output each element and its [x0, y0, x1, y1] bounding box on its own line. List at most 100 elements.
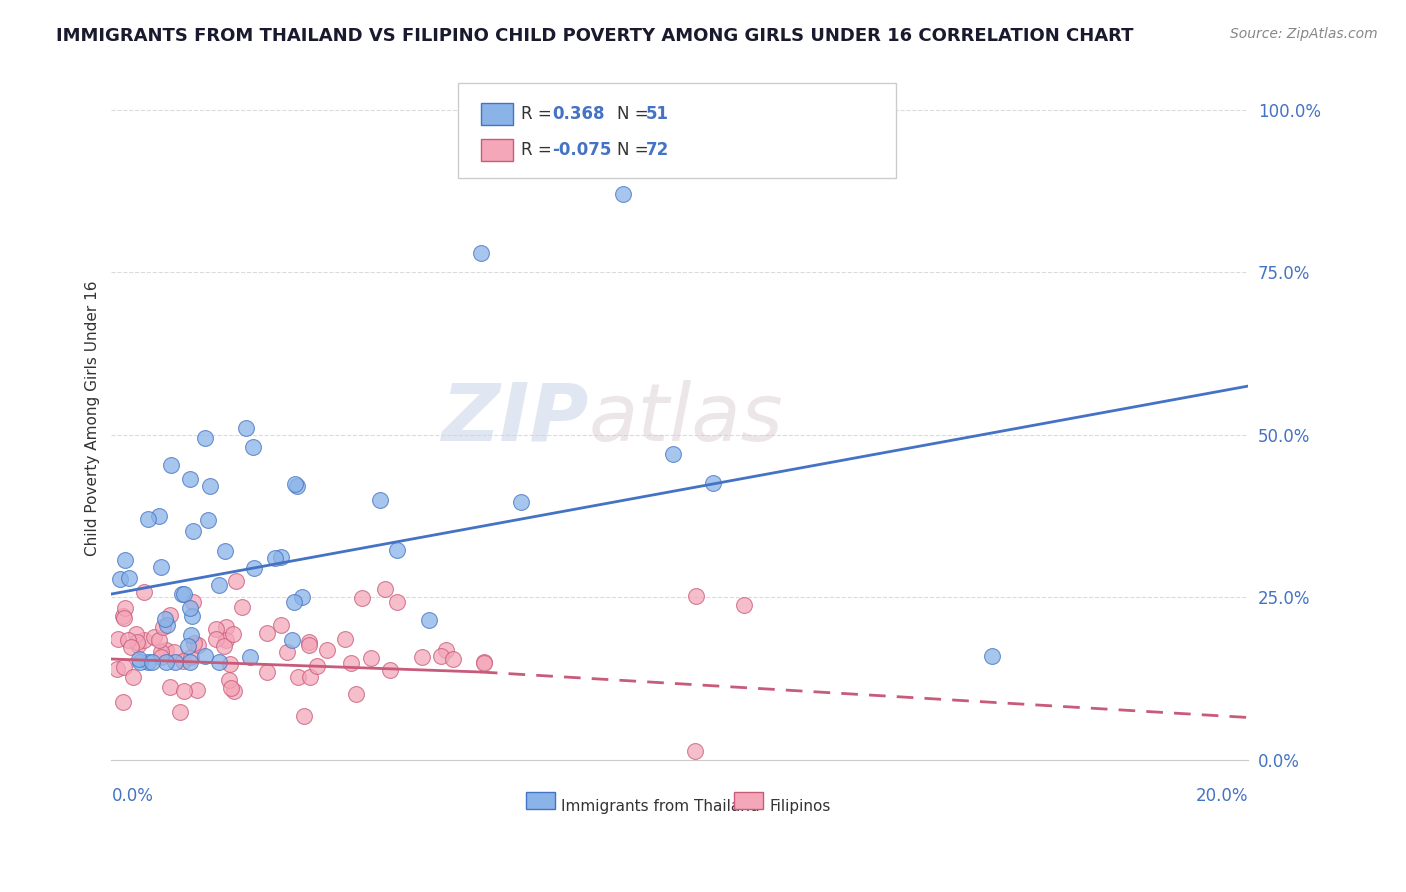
- Point: [387, 543, 409, 558]
- Text: -0.075: -0.075: [553, 141, 612, 159]
- Point: [307, 659, 329, 673]
- Bar: [481, 103, 513, 125]
- Point: [344, 687, 367, 701]
- Text: Filipinos: Filipinos: [769, 799, 831, 814]
- Point: [129, 655, 152, 669]
- Point: [148, 632, 170, 647]
- Point: [231, 599, 253, 614]
- Point: [152, 620, 174, 634]
- Point: [204, 632, 226, 647]
- Text: 72: 72: [645, 141, 669, 159]
- Point: [193, 431, 215, 445]
- Point: [256, 626, 278, 640]
- Point: [117, 633, 139, 648]
- Point: [270, 618, 292, 632]
- Point: [360, 651, 382, 665]
- Point: [159, 680, 181, 694]
- Point: [107, 632, 129, 646]
- Text: 51: 51: [645, 105, 669, 123]
- Text: 0.0%: 0.0%: [111, 787, 153, 805]
- Point: [127, 638, 149, 652]
- Text: atlas: atlas: [589, 380, 783, 458]
- Point: [981, 648, 1004, 663]
- Point: [134, 633, 156, 648]
- Point: [214, 543, 236, 558]
- Point: [112, 608, 135, 623]
- Point: [256, 665, 278, 679]
- Y-axis label: Child Poverty Among Girls Under 16: Child Poverty Among Girls Under 16: [86, 281, 100, 557]
- Point: [434, 643, 457, 657]
- Point: [418, 613, 440, 627]
- Point: [112, 660, 135, 674]
- Point: [243, 561, 266, 575]
- Point: [298, 635, 321, 649]
- Point: [208, 655, 231, 669]
- Point: [120, 640, 142, 654]
- Point: [283, 477, 305, 491]
- Point: [142, 630, 165, 644]
- Point: [281, 632, 304, 647]
- Point: [149, 560, 172, 574]
- Point: [219, 681, 242, 696]
- Bar: [734, 792, 762, 809]
- Point: [183, 524, 205, 538]
- Point: [160, 458, 183, 473]
- Point: [172, 587, 194, 601]
- Point: [474, 655, 496, 669]
- Point: [378, 663, 401, 677]
- Point: [180, 628, 202, 642]
- Text: R =: R =: [520, 105, 557, 123]
- Point: [169, 705, 191, 719]
- Point: [136, 655, 159, 669]
- Text: R =: R =: [520, 141, 557, 159]
- Point: [224, 684, 246, 698]
- Point: [114, 553, 136, 567]
- Point: [159, 607, 181, 622]
- Point: [298, 638, 321, 652]
- Point: [179, 472, 201, 486]
- Point: [153, 612, 176, 626]
- Text: Immigrants from Thailand: Immigrants from Thailand: [561, 799, 761, 814]
- Point: [270, 549, 292, 564]
- Text: N =: N =: [617, 141, 654, 159]
- Point: [176, 639, 198, 653]
- Point: [292, 709, 315, 723]
- Point: [283, 595, 305, 609]
- Point: [127, 635, 149, 649]
- Point: [287, 670, 309, 684]
- Point: [114, 601, 136, 615]
- Point: [221, 627, 243, 641]
- Point: [215, 620, 238, 634]
- Point: [181, 609, 204, 624]
- Point: [162, 645, 184, 659]
- Point: [661, 447, 683, 461]
- Bar: [481, 139, 513, 161]
- Point: [121, 669, 143, 683]
- Point: [316, 643, 339, 657]
- Point: [112, 695, 135, 709]
- Text: Source: ZipAtlas.com: Source: ZipAtlas.com: [1230, 27, 1378, 41]
- Point: [187, 638, 209, 652]
- Point: [200, 479, 222, 493]
- Point: [510, 495, 533, 509]
- Point: [208, 578, 231, 592]
- Point: [112, 611, 135, 625]
- Point: [219, 657, 242, 671]
- Point: [149, 645, 172, 659]
- Point: [125, 627, 148, 641]
- Point: [276, 645, 298, 659]
- Point: [197, 513, 219, 527]
- Point: [108, 572, 131, 586]
- Point: [470, 246, 492, 260]
- Point: [180, 649, 202, 664]
- Point: [340, 656, 363, 670]
- Text: 0.368: 0.368: [553, 105, 605, 123]
- Point: [173, 587, 195, 601]
- Point: [733, 599, 755, 613]
- Point: [285, 479, 308, 493]
- Point: [264, 550, 287, 565]
- Point: [194, 649, 217, 664]
- Point: [150, 650, 173, 665]
- Point: [299, 670, 322, 684]
- Point: [352, 591, 374, 605]
